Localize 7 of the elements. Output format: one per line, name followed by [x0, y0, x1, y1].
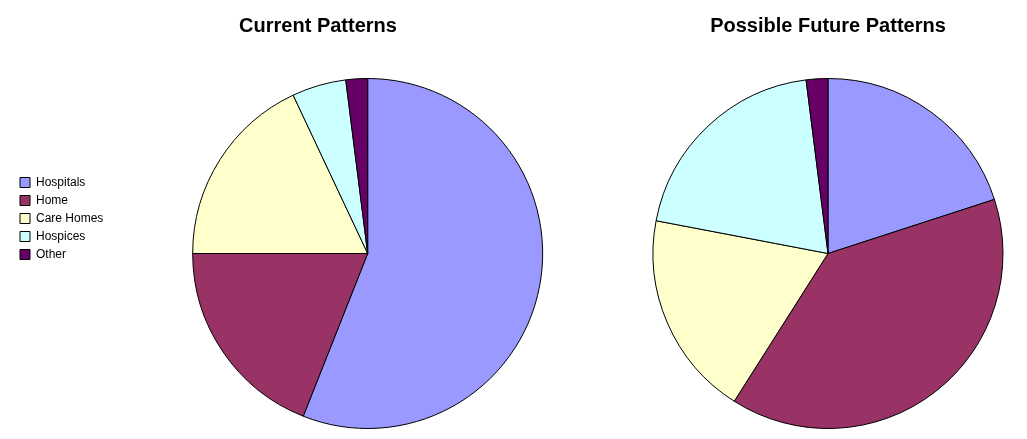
legend-label: Other [36, 246, 67, 261]
legend-label: Care Homes [36, 210, 104, 225]
chart-title: Possible Future Patterns [710, 13, 946, 36]
legend-label: Hospitals [36, 174, 86, 189]
legend-label: Hospices [36, 228, 86, 243]
chart-title: Current Patterns [239, 13, 397, 36]
legend-label: Home [36, 192, 69, 207]
